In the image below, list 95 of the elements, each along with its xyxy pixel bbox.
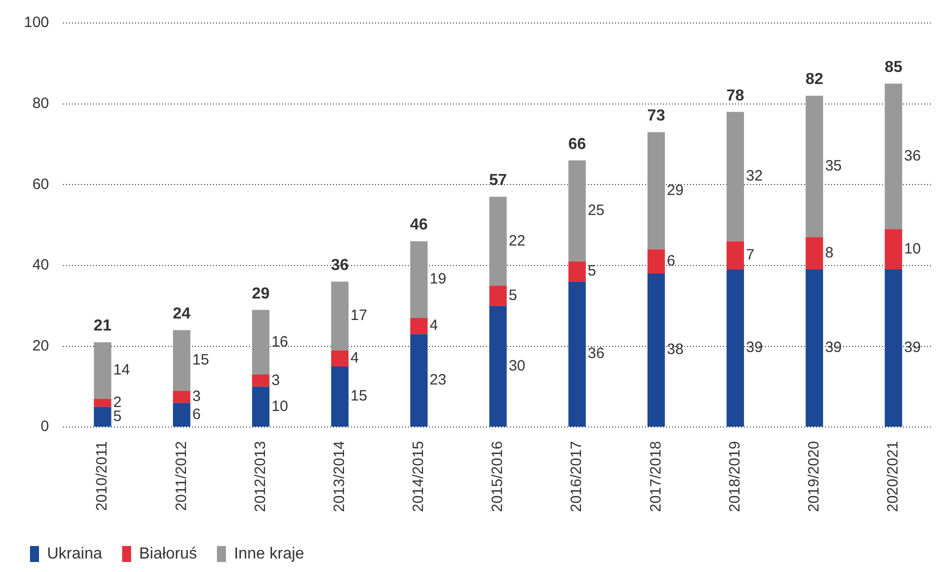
data-label: 29	[666, 182, 684, 199]
bar	[94, 406, 112, 427]
bar	[568, 261, 586, 282]
data-label: 25	[588, 202, 604, 220]
bar	[806, 96, 824, 238]
bar	[331, 282, 349, 350]
bar	[489, 196, 507, 286]
bar	[884, 270, 902, 427]
legend-label: Białoruś	[139, 545, 197, 562]
bar	[647, 249, 665, 274]
bar	[884, 229, 902, 270]
data-label: 4	[430, 317, 438, 334]
total-label: 24	[172, 306, 191, 323]
data-label: 38	[666, 341, 684, 358]
y-tick-label: 80	[32, 94, 50, 112]
total-label: 21	[94, 318, 112, 335]
data-label: 3	[271, 372, 280, 389]
x-tick-label: 2010/2011	[94, 441, 111, 511]
data-label: 30	[508, 357, 526, 374]
y-tick-label: 20	[32, 337, 50, 354]
bar	[94, 342, 112, 399]
bar	[726, 241, 744, 270]
data-label: 8	[825, 244, 834, 262]
bar	[489, 286, 507, 306]
x-tick-label: 2013/2014	[330, 441, 348, 512]
legend-label: Ukraina	[47, 545, 102, 562]
bar	[726, 270, 744, 427]
bar	[568, 160, 586, 262]
bar	[726, 112, 744, 242]
data-label: 5	[588, 262, 596, 280]
total-label: 66	[568, 136, 586, 153]
x-tick-label: 2014/2015	[410, 441, 428, 512]
bar	[489, 306, 507, 427]
data-label: 5	[508, 286, 518, 304]
data-label: 17	[350, 307, 368, 324]
bar	[331, 350, 349, 366]
x-tick-label: 2011/2012	[172, 441, 190, 511]
x-tick-label: 2019/2020	[806, 441, 823, 512]
x-tick-label: 2017/2018	[647, 441, 664, 512]
data-label: 23	[430, 372, 446, 389]
data-label: 6	[666, 252, 676, 270]
bar	[806, 270, 824, 427]
y-tick-label: 0	[40, 418, 50, 436]
data-label: 3	[192, 388, 201, 405]
y-tick-label: 40	[32, 256, 50, 274]
data-label: 39	[746, 339, 763, 356]
data-label: 32	[746, 168, 763, 185]
x-tick-label: 2018/2019	[726, 441, 744, 512]
bar	[172, 330, 190, 391]
data-label: 10	[904, 240, 921, 258]
total-label: 85	[884, 59, 902, 76]
data-label: 4	[350, 350, 359, 367]
x-tick-label: 2020/2021	[884, 441, 902, 512]
bar	[806, 237, 824, 270]
total-label: 78	[726, 87, 744, 104]
total-label: 36	[330, 257, 349, 274]
bar	[410, 318, 428, 334]
data-label: 39	[904, 339, 921, 356]
data-label: 7	[746, 246, 754, 264]
data-label: 10	[271, 398, 288, 415]
bar	[172, 390, 190, 403]
data-label: 36	[588, 345, 604, 362]
bar	[172, 402, 190, 427]
bar	[410, 334, 428, 427]
bar	[647, 132, 665, 250]
data-label: 36	[904, 147, 921, 164]
bar	[647, 274, 665, 427]
total-label: 57	[489, 172, 508, 190]
total-label: 46	[410, 216, 428, 234]
bar	[331, 366, 349, 427]
bar	[252, 386, 270, 427]
x-tick-label: 2016/2017	[568, 441, 586, 512]
data-label: 15	[192, 352, 210, 369]
y-tick-label: 60	[32, 176, 50, 193]
data-label: 6	[192, 406, 201, 423]
data-label: 16	[271, 333, 288, 350]
x-tick-label: 2012/2013	[252, 441, 269, 512]
bar	[252, 374, 270, 387]
data-label: 35	[825, 158, 842, 175]
bar	[252, 310, 270, 375]
total-label: 82	[805, 71, 824, 88]
bar	[884, 84, 902, 230]
y-tick-label: 100	[24, 14, 50, 32]
bar	[94, 398, 112, 407]
data-label: 15	[350, 388, 368, 405]
total-label: 29	[252, 285, 270, 302]
bar	[568, 282, 586, 427]
data-label: 19	[430, 270, 446, 288]
legend-label: Inne kraje	[234, 545, 304, 562]
data-label: 22	[508, 232, 526, 250]
bar	[410, 241, 428, 318]
x-tick-label: 2015/2016	[489, 441, 506, 512]
data-label: 39	[825, 339, 842, 356]
total-label: 73	[647, 108, 666, 125]
data-label: 14	[113, 362, 130, 379]
